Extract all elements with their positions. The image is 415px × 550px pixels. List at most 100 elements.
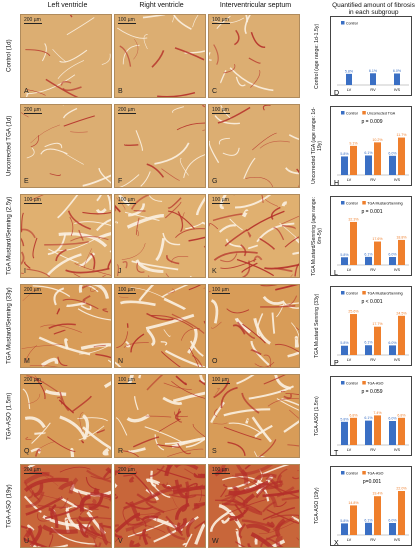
bar: [389, 257, 396, 265]
data-label: 6.8%: [349, 413, 358, 417]
scale-bar: [24, 383, 42, 384]
scale-bar: [212, 383, 230, 384]
histology-texture: [21, 195, 111, 277]
category-label: LV: [347, 178, 352, 182]
histology-tile: 100 µm B: [114, 14, 206, 98]
legend-swatch: [341, 111, 345, 115]
bar: [398, 239, 405, 265]
legend-label: Control: [346, 292, 358, 296]
category-label: RV: [370, 88, 376, 92]
histology-tile: 200 µm A: [20, 14, 112, 98]
histology-tile: 100 µm C: [208, 14, 300, 98]
scale-bar: [24, 203, 42, 204]
row-label: TGA Mustard/Senning (2.5y): [5, 196, 13, 276]
histology-texture: [209, 105, 299, 187]
data-label: 19.4%: [372, 492, 383, 496]
scale-bar-label: 100 µm: [212, 287, 229, 293]
panel-letter: W: [212, 538, 219, 545]
row-label: Uncorrected TGA (1d): [5, 115, 13, 177]
legend-label: Control: [346, 112, 358, 116]
scale-bar-label: 100 µm: [212, 377, 229, 383]
bar: [394, 73, 400, 85]
scale-bar-label: 200 µm: [24, 287, 41, 293]
data-label: 22.0%: [396, 487, 407, 491]
chart-ylabel: Control (age range: 1d-1.5y): [314, 23, 320, 89]
histology-texture: [21, 375, 111, 457]
legend-swatch: [362, 471, 366, 475]
category-label: RV: [370, 268, 376, 272]
histology-tile: 100 µm W: [208, 464, 300, 548]
fibrosis-bar-chart: Control TGA Mustard/Senning p = 0.001 5.8% 3…: [330, 196, 412, 277]
legend-swatch: [341, 471, 345, 475]
legend-swatch: [362, 111, 366, 115]
legend-swatch: [341, 291, 345, 295]
scale-bar-label: 100 µm: [212, 467, 229, 473]
panel-letter: G: [212, 178, 218, 185]
legend-swatch: [341, 381, 345, 385]
data-label: 6.0%: [388, 253, 397, 257]
bar: [374, 241, 381, 265]
histology-tile: 100 µm R: [114, 374, 206, 458]
histology-tile: 100 µm I: [20, 194, 112, 278]
scale-bar: [212, 113, 230, 114]
data-label: 5.8%: [340, 152, 349, 156]
histology-tile: 100 µm J: [114, 194, 206, 278]
bar: [389, 345, 396, 355]
histology-texture: [115, 375, 205, 457]
data-label: 11.7%: [397, 133, 408, 137]
histology-texture: [21, 105, 111, 187]
bar: [398, 491, 405, 535]
histology-texture: [115, 195, 205, 277]
histology-texture: [21, 465, 111, 547]
scale-bar: [118, 293, 136, 294]
panel-letter: I: [24, 268, 26, 275]
legend-label: TGA Mustard/Senning: [367, 202, 402, 206]
bar: [365, 256, 372, 265]
data-label: 5.8%: [340, 341, 349, 345]
histology-tile: 100 µm G: [208, 104, 300, 188]
category-label: IVS: [394, 538, 401, 542]
data-label: 6.8%: [397, 413, 406, 417]
panel-letter: U: [24, 538, 30, 545]
category-label: LV: [347, 268, 352, 272]
p-value: p < 0.001: [362, 299, 383, 305]
data-label: 17.7%: [372, 322, 383, 326]
scale-bar: [118, 383, 136, 384]
panel-letter: J: [118, 268, 122, 275]
histology-tile: 200 µm M: [20, 284, 112, 368]
histology-texture: [115, 15, 205, 97]
panel-letter: R: [118, 448, 124, 455]
scale-bar: [24, 23, 42, 24]
fibrosis-bar-chart: Control Uncorrected TGA p = 0.009 5.8% 9.1% L…: [330, 106, 412, 187]
panel-letter: N: [118, 358, 124, 365]
bar: [374, 415, 381, 445]
histology-texture: [21, 15, 111, 97]
bar: [398, 417, 405, 445]
scale-bar-label: 200 µm: [24, 107, 41, 113]
histology-tile: 100 µm O: [208, 284, 300, 368]
scale-bar: [118, 203, 136, 204]
category-label: IVS: [394, 88, 401, 92]
bar: [374, 142, 381, 175]
scale-bar: [24, 293, 42, 294]
scale-bar-label: 200 µm: [24, 377, 41, 383]
panel-letter: B: [118, 88, 123, 95]
histology-tile: 200 µm V: [114, 464, 206, 548]
bar: [341, 156, 348, 175]
chart-ylabel: TGA-ASO (19y): [314, 487, 320, 525]
bar: [341, 257, 348, 265]
legend-swatch: [362, 381, 366, 385]
histology-texture: [21, 285, 111, 367]
legend-swatch: [341, 201, 345, 205]
histology-texture: [209, 15, 299, 97]
bar: [341, 421, 348, 445]
data-label: 6.0%: [388, 341, 397, 345]
data-label: 6.1%: [364, 518, 373, 522]
scale-bar: [118, 23, 136, 24]
bar: [350, 505, 357, 535]
panel-letter: E: [24, 178, 29, 185]
legend-swatch: [362, 201, 366, 205]
histology-tile: 100 µm K: [208, 194, 300, 278]
fibrosis-bar-chart: Control TGA-ASO p=0.001 5.8% 14.8% LV 6.1% 19.4…: [330, 466, 412, 547]
scale-bar: [212, 23, 230, 24]
